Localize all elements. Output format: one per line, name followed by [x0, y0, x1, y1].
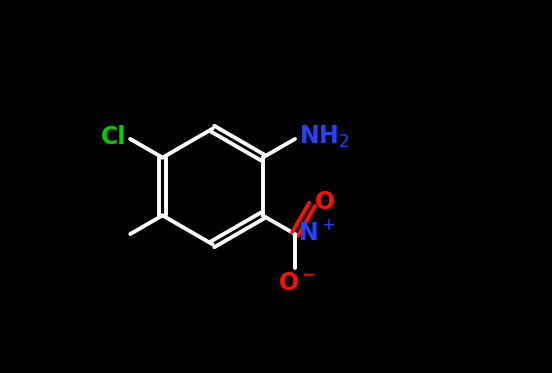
Text: O$^-$: O$^-$ — [278, 272, 316, 295]
Text: NH$_2$: NH$_2$ — [299, 124, 349, 150]
Text: O: O — [315, 191, 335, 214]
Text: Cl: Cl — [101, 125, 126, 149]
Text: N$^+$: N$^+$ — [298, 220, 335, 245]
